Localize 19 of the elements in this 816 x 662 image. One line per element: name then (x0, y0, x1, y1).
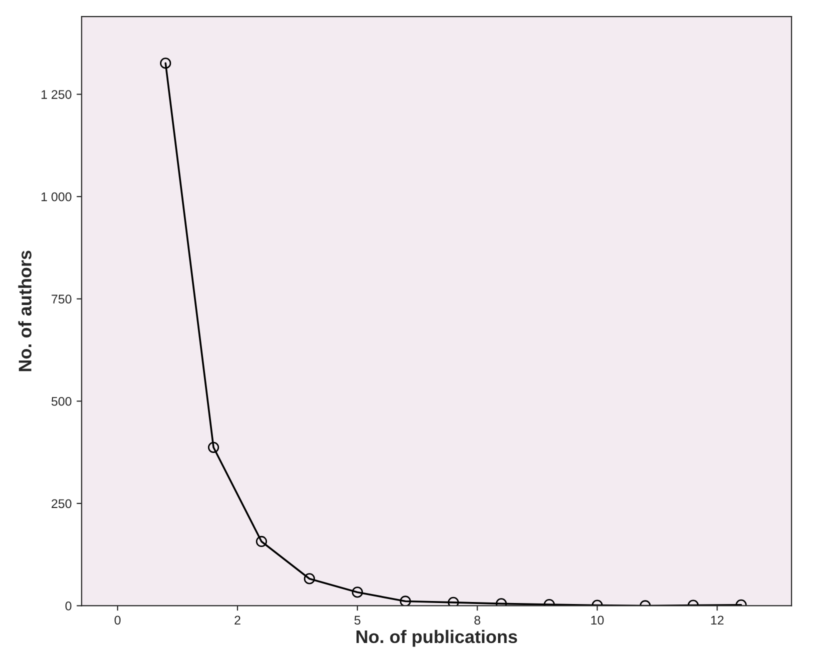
y-axis-title: No. of authors (18, 250, 32, 372)
point (256, 536, 268, 548)
x-tick-label: 0 (114, 616, 121, 625)
point (448, 596, 459, 606)
x-tick-label: 5 (354, 616, 360, 625)
y-tick-label: 0 (65, 602, 72, 610)
point (208, 442, 220, 453)
x-tick-label: 8 (474, 616, 480, 625)
y-tick-label: 750 (52, 294, 72, 304)
x-axis-title: No. of publications (356, 630, 518, 647)
y-tick-label: 250 (52, 499, 72, 508)
y-tick-label: 1 250 (42, 90, 72, 99)
point (400, 596, 411, 606)
x-tick-label: 10 (591, 616, 604, 625)
point (160, 58, 172, 69)
x-tick-label: 2 (234, 616, 240, 625)
x-tick-label: 12 (711, 616, 724, 625)
y-tick-label: 500 (52, 396, 72, 406)
y-tick-label: 1 000 (42, 192, 72, 202)
